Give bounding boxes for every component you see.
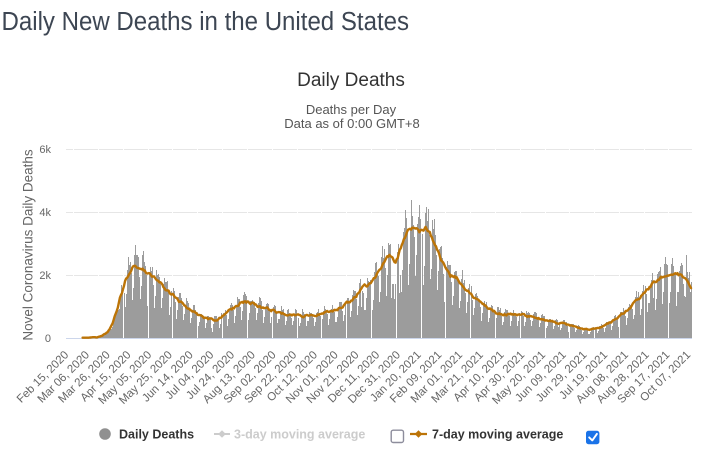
svg-text:3-day moving average: 3-day moving average <box>234 428 365 442</box>
svg-text:Daily Deaths: Daily Deaths <box>119 428 194 442</box>
svg-text:Data as of 0:00 GMT+8: Data as of 0:00 GMT+8 <box>284 116 419 131</box>
svg-text:4k: 4k <box>39 207 51 219</box>
svg-text:0: 0 <box>45 333 51 345</box>
svg-text:Novel Coronavirus Daily Deaths: Novel Coronavirus Daily Deaths <box>21 149 36 341</box>
svg-text:Daily Deaths: Daily Deaths <box>297 70 405 91</box>
svg-text:Daily New Deaths in the United: Daily New Deaths in the United States <box>2 7 410 36</box>
svg-text:Deaths per Day: Deaths per Day <box>306 102 397 117</box>
svg-text:2k: 2k <box>39 270 51 282</box>
svg-text:7-day moving average: 7-day moving average <box>432 428 563 442</box>
svg-text:6k: 6k <box>39 144 51 156</box>
